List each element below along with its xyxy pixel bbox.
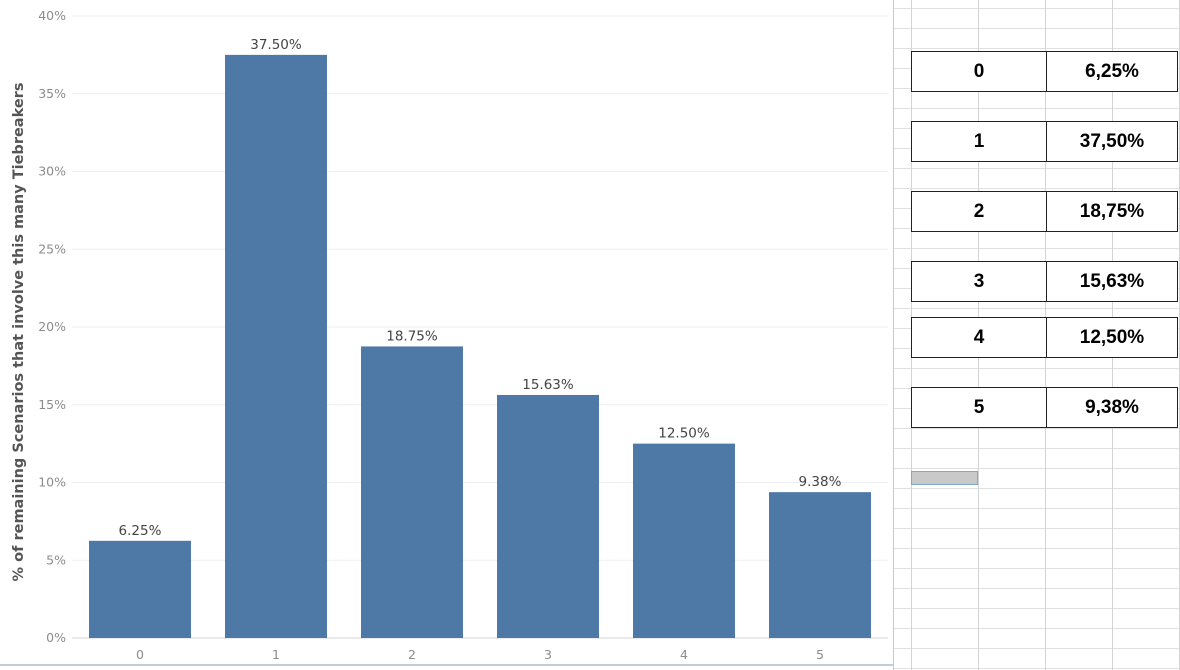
bar-2 [361,346,463,638]
table-cell-value[interactable]: 12,50% [1079,326,1145,348]
gridlines [72,15,888,639]
table-cell-value[interactable]: 15,63% [1079,270,1145,292]
y-tick-label: 25% [38,241,66,256]
y-axis-ticks: 0% 5% 10% 15% 20% 25% 30% 35% 40% [38,8,66,645]
y-tick-label: 15% [38,397,66,412]
y-tick-label: 40% [38,8,66,23]
y-tick-label: 30% [38,164,66,179]
bar-5 [769,492,871,638]
data-label: 12.50% [658,426,710,442]
table-cell-key[interactable]: 3 [912,262,1047,301]
y-tick-label: 20% [38,319,66,334]
bar-3 [497,394,599,638]
table-cell-value[interactable]: 6,25% [1085,60,1139,82]
x-tick-label: 0 [136,647,144,662]
table-cell-key[interactable]: 5 [912,388,1047,427]
table-row[interactable]: 0 6,25% [911,51,1178,92]
table-cell-key[interactable]: 2 [912,192,1047,231]
data-label: 37.50% [250,37,302,53]
y-tick-label: 5% [46,552,66,567]
spreadsheet-panel[interactable]: 0 6,25% 1 37,50% 2 18,75% 3 15,63% 4 12,… [893,0,1180,670]
x-tick-label: 4 [680,647,688,662]
table-cell-value[interactable]: 18,75% [1079,200,1145,222]
bar-chart: 0% 5% 10% 15% 20% 25% 30% 35% 40% 6.25% 37.50% 18.… [11,8,888,662]
bar-4 [633,443,735,638]
x-tick-label: 5 [816,647,824,662]
x-tick-label: 2 [408,647,416,662]
selected-cell[interactable] [911,471,978,485]
bar-1 [225,54,327,638]
y-axis-title: % of remaining Scenarios that involve th… [11,83,27,582]
data-labels: 6.25% 37.50% 18.75% 15.63% 12.50% 9.38% [119,37,842,539]
x-tick-label: 1 [272,647,280,662]
y-tick-label: 35% [38,86,66,101]
table-row[interactable]: 2 18,75% [911,191,1178,232]
y-tick-label: 10% [38,475,66,490]
table-cell-key[interactable]: 1 [912,122,1047,161]
chart-bottom-rule [0,664,893,666]
x-tick-label: 3 [544,647,552,662]
bars [89,54,871,638]
bar-0 [89,540,191,638]
table-row[interactable]: 3 15,63% [911,261,1178,302]
y-tick-label: 0% [46,630,66,645]
table-row[interactable]: 4 12,50% [911,317,1178,358]
data-label: 15.63% [522,377,574,393]
table-cell-value[interactable]: 37,50% [1079,130,1145,152]
data-label: 6.25% [119,523,162,539]
data-label: 9.38% [799,474,842,490]
table-row[interactable]: 5 9,38% [911,387,1178,428]
table-row[interactable]: 1 37,50% [911,121,1178,162]
table-cell-value[interactable]: 9,38% [1085,396,1139,418]
data-label: 18.75% [386,328,438,344]
table-cell-key[interactable]: 0 [912,52,1047,91]
x-axis-ticks: 0 1 2 3 4 5 [136,647,824,662]
table-cell-key[interactable]: 4 [912,318,1047,357]
